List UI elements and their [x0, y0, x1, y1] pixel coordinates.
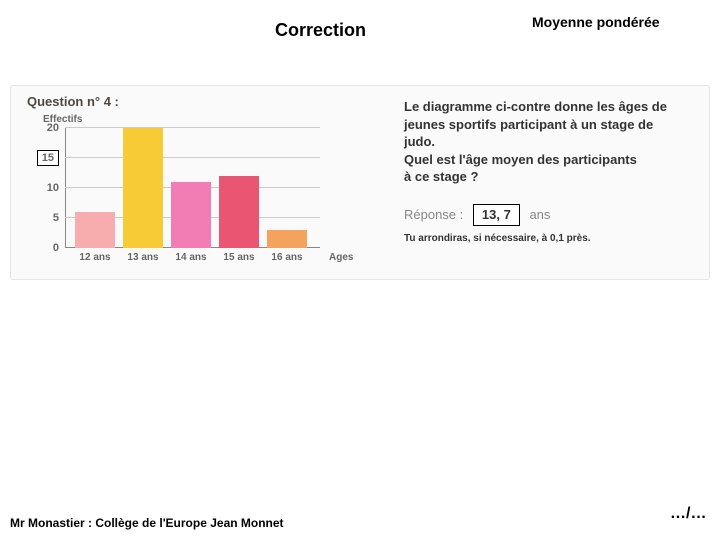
bar	[75, 212, 115, 248]
response-line: Réponse : 13, 7 ans	[404, 204, 550, 226]
gridline	[65, 157, 320, 158]
rounding-note: Tu arrondiras, si nécessaire, à 0,1 près…	[404, 232, 591, 246]
prompt-line: à ce stage ?	[404, 168, 667, 186]
y-tick: 10	[47, 182, 65, 194]
x-axis-label: Ages	[329, 252, 353, 263]
x-tick: 15 ans	[223, 248, 254, 263]
y-tick: 5	[53, 212, 65, 224]
x-tick: 14 ans	[175, 248, 206, 263]
y-tick: 15	[37, 152, 65, 164]
bar	[267, 230, 307, 248]
question-label: Question n° 4 :	[27, 94, 119, 109]
prompt-line: Le diagramme ci-contre donne les âges de	[404, 98, 667, 116]
question-text: Le diagramme ci-contre donne les âges de…	[404, 98, 667, 186]
footer-author: Mr Monastier : Collège de l'Europe Jean …	[10, 516, 284, 530]
y-tick: 0	[53, 242, 65, 254]
question-panel: Question n° 4 : Effectifs Ages 051015201…	[10, 85, 710, 280]
bar	[171, 182, 211, 248]
prompt-line: Quel est l'âge moyen des participants	[404, 151, 667, 169]
page-continuation: …/…	[670, 505, 706, 523]
subject-title: Moyenne pondérée	[532, 14, 660, 30]
x-tick: 16 ans	[271, 248, 302, 263]
y-tick: 20	[47, 122, 65, 134]
gridline	[65, 127, 320, 128]
x-tick: 12 ans	[79, 248, 110, 263]
y-axis-line	[65, 128, 66, 248]
bar	[123, 128, 163, 248]
bar	[219, 176, 259, 248]
prompt-line: judo.	[404, 133, 667, 151]
page-title: Correction	[275, 20, 366, 41]
answer-unit: ans	[529, 207, 550, 222]
x-tick: 13 ans	[127, 248, 158, 263]
bar-chart: 0510152012 ans13 ans14 ans15 ans16 ans	[65, 128, 320, 248]
response-label: Réponse :	[404, 207, 463, 222]
answer-value: 13, 7	[473, 204, 520, 226]
prompt-line: jeunes sportifs participant à un stage d…	[404, 116, 667, 134]
